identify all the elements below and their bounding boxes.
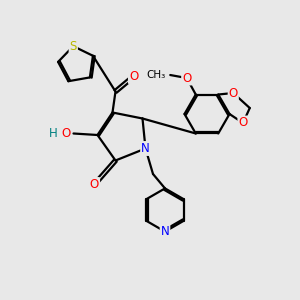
Text: H: H: [49, 127, 58, 140]
Text: O: O: [238, 116, 247, 130]
Text: S: S: [70, 40, 77, 53]
Text: N: N: [141, 142, 150, 155]
Text: O: O: [182, 71, 191, 85]
Text: N: N: [160, 225, 169, 238]
Text: O: O: [90, 178, 99, 191]
Text: O: O: [61, 127, 70, 140]
Text: O: O: [129, 70, 138, 83]
Text: O: O: [229, 86, 238, 100]
Text: CH₃: CH₃: [146, 70, 166, 80]
